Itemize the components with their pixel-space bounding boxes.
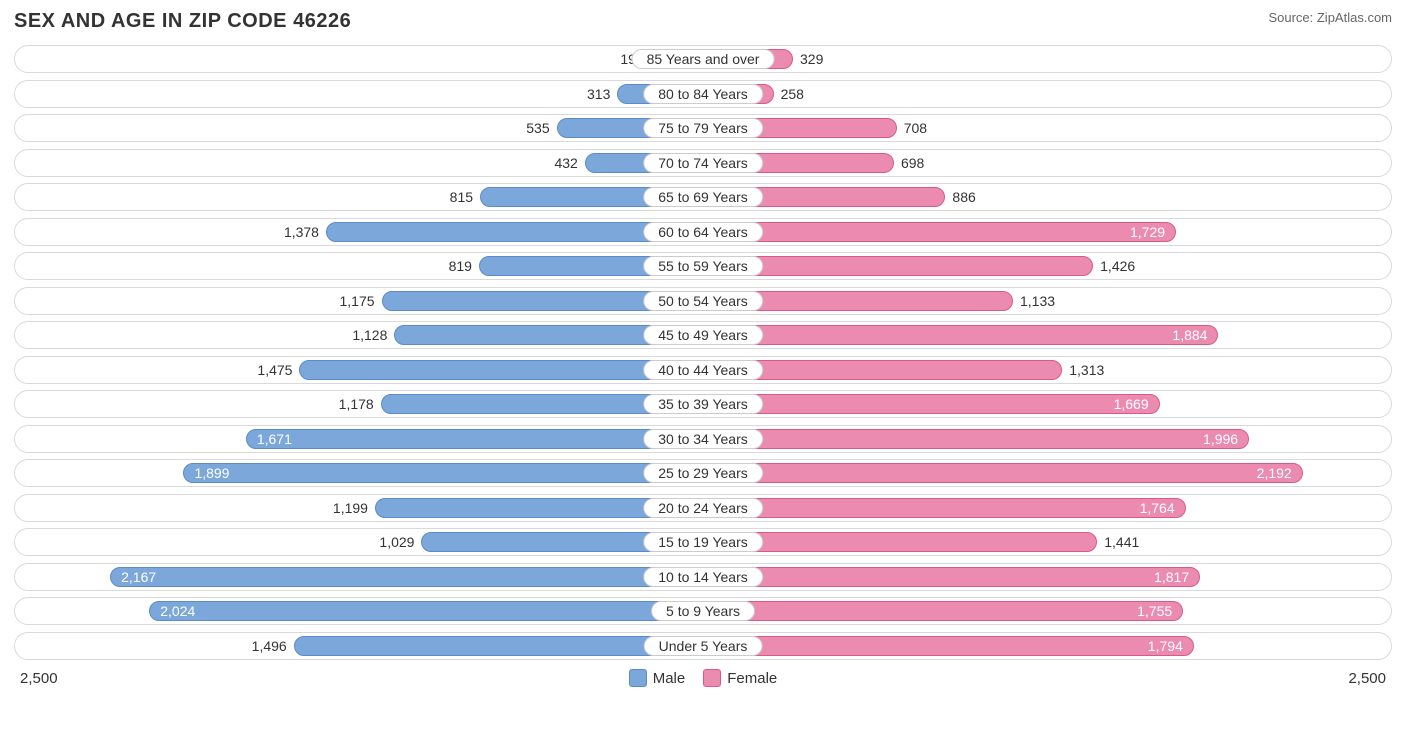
female-value: 1,764 xyxy=(1140,500,1175,516)
female-bar: 1,755 xyxy=(703,601,1183,621)
pyramid-row: 1,496 1,794 Under 5 Years xyxy=(14,632,1392,660)
age-label: 75 to 79 Years xyxy=(643,118,763,138)
pyramid-row: 1,175 1,133 50 to 54 Years xyxy=(14,287,1392,315)
pyramid-row: 1,128 1,884 45 to 49 Years xyxy=(14,321,1392,349)
age-label: 15 to 19 Years xyxy=(643,532,763,552)
age-label: 55 to 59 Years xyxy=(643,256,763,276)
female-value: 1,426 xyxy=(1092,258,1135,274)
chart-source: Source: ZipAtlas.com xyxy=(1268,10,1392,25)
legend-male-label: Male xyxy=(653,670,686,687)
male-value: 815 xyxy=(450,189,481,205)
female-value: 1,996 xyxy=(1203,431,1238,447)
female-value: 258 xyxy=(773,86,804,102)
female-bar: 1,764 xyxy=(703,498,1186,518)
age-label: 60 to 64 Years xyxy=(643,222,763,242)
pyramid-row: 432 698 70 to 74 Years xyxy=(14,149,1392,177)
pyramid-row: 1,199 1,764 20 to 24 Years xyxy=(14,494,1392,522)
female-bar: 1,884 xyxy=(703,325,1218,345)
male-value: 1,378 xyxy=(284,224,327,240)
male-value: 432 xyxy=(554,155,585,171)
age-label: 70 to 74 Years xyxy=(643,153,763,173)
age-label: 50 to 54 Years xyxy=(643,291,763,311)
pyramid-row: 19132985 Years and over xyxy=(14,45,1392,73)
age-label: 20 to 24 Years xyxy=(643,498,763,518)
male-value: 2,024 xyxy=(160,603,195,619)
female-bar: 1,794 xyxy=(703,636,1194,656)
female-value: 329 xyxy=(792,51,823,67)
female-value: 2,192 xyxy=(1257,465,1292,481)
male-value: 535 xyxy=(526,120,557,136)
pyramid-row: 535 708 75 to 79 Years xyxy=(14,114,1392,142)
pyramid-row: 1,671 1,996 30 to 34 Years xyxy=(14,425,1392,453)
female-value: 1,313 xyxy=(1061,362,1104,378)
age-label: 5 to 9 Years xyxy=(651,601,755,621)
female-bar: 2,192 xyxy=(703,463,1303,483)
male-value: 1,671 xyxy=(257,431,292,447)
male-value: 1,029 xyxy=(379,534,422,550)
chart-header: SEX AND AGE IN ZIP CODE 46226 Source: Zi… xyxy=(14,10,1392,33)
male-value: 1,199 xyxy=(333,500,376,516)
female-value: 708 xyxy=(896,120,927,136)
pyramid-row: 2,167 1,817 10 to 14 Years xyxy=(14,563,1392,591)
chart-title: SEX AND AGE IN ZIP CODE 46226 xyxy=(14,10,351,33)
male-value: 1,899 xyxy=(194,465,229,481)
female-bar: 1,669 xyxy=(703,394,1160,414)
male-value: 313 xyxy=(587,86,618,102)
pyramid-row: 1,178 1,669 35 to 39 Years xyxy=(14,390,1392,418)
age-label: Under 5 Years xyxy=(644,636,763,656)
age-label: 30 to 34 Years xyxy=(643,429,763,449)
axis-max-left: 2,500 xyxy=(20,670,58,687)
male-value: 1,175 xyxy=(339,293,382,309)
female-value: 698 xyxy=(893,155,924,171)
male-bar: 1,899 xyxy=(183,463,703,483)
female-bar: 1,817 xyxy=(703,567,1200,587)
female-value: 1,133 xyxy=(1012,293,1055,309)
age-label: 45 to 49 Years xyxy=(643,325,763,345)
pyramid-row: 815 886 65 to 69 Years xyxy=(14,183,1392,211)
age-label: 85 Years and over xyxy=(632,49,775,69)
male-value: 819 xyxy=(449,258,480,274)
male-bar: 2,167 xyxy=(110,567,703,587)
female-value: 1,794 xyxy=(1148,638,1183,654)
age-label: 25 to 29 Years xyxy=(643,463,763,483)
age-label: 40 to 44 Years xyxy=(643,360,763,380)
male-value: 1,475 xyxy=(257,362,300,378)
female-bar: 1,996 xyxy=(703,429,1249,449)
female-value: 1,729 xyxy=(1130,224,1165,240)
male-value: 1,178 xyxy=(339,396,382,412)
female-value: 1,884 xyxy=(1172,327,1207,343)
axis-max-right: 2,500 xyxy=(1348,670,1386,687)
male-value: 2,167 xyxy=(121,569,156,585)
age-label: 35 to 39 Years xyxy=(643,394,763,414)
female-bar: 1,729 xyxy=(703,222,1176,242)
population-pyramid: 19132985 Years and over31325880 to 84 Ye… xyxy=(14,45,1392,660)
male-value: 1,128 xyxy=(352,327,395,343)
pyramid-row: 819 1,426 55 to 59 Years xyxy=(14,252,1392,280)
male-bar: 1,671 xyxy=(246,429,703,449)
pyramid-row: 1,378 1,729 60 to 64 Years xyxy=(14,218,1392,246)
legend-female: Female xyxy=(703,669,777,687)
male-value: 1,496 xyxy=(252,638,295,654)
pyramid-row: 1,899 2,192 25 to 29 Years xyxy=(14,459,1392,487)
pyramid-row: 1,029 1,441 15 to 19 Years xyxy=(14,528,1392,556)
female-value: 1,817 xyxy=(1154,569,1189,585)
female-value: 886 xyxy=(944,189,975,205)
female-value: 1,669 xyxy=(1114,396,1149,412)
legend-male: Male xyxy=(629,669,686,687)
age-label: 65 to 69 Years xyxy=(643,187,763,207)
male-bar: 2,024 xyxy=(149,601,703,621)
female-value: 1,755 xyxy=(1137,603,1172,619)
pyramid-row: 2,024 1,755 5 to 9 Years xyxy=(14,597,1392,625)
chart-footer: 2,500 Male Female 2,500 xyxy=(14,666,1392,690)
age-label: 10 to 14 Years xyxy=(643,567,763,587)
male-swatch-icon xyxy=(629,669,647,687)
female-swatch-icon xyxy=(703,669,721,687)
pyramid-row: 313 258 80 to 84 Years xyxy=(14,80,1392,108)
male-bar: 1,496 xyxy=(294,636,703,656)
female-value: 1,441 xyxy=(1096,534,1139,550)
legend-female-label: Female xyxy=(727,670,777,687)
age-label: 80 to 84 Years xyxy=(643,84,763,104)
pyramid-row: 1,475 1,313 40 to 44 Years xyxy=(14,356,1392,384)
legend: Male Female xyxy=(629,669,778,687)
